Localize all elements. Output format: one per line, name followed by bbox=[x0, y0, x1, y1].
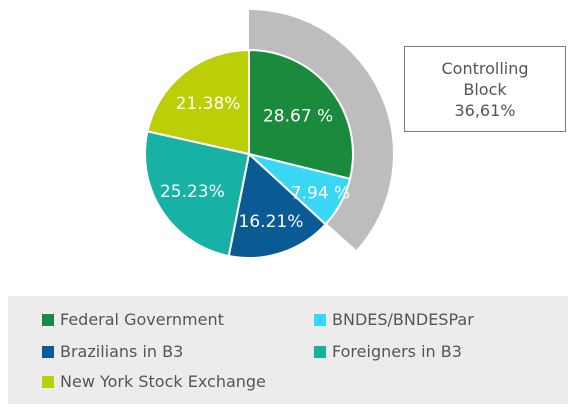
legend-swatch bbox=[42, 345, 54, 358]
slice-data-label: 21.38% bbox=[176, 94, 241, 114]
pie-slice-federal-government bbox=[248, 48, 354, 181]
legend-label: New York Stock Exchange bbox=[60, 372, 266, 391]
legend-label: Brazilians in B3 bbox=[60, 342, 184, 361]
legend-item-federal-government: Federal Government bbox=[42, 310, 224, 329]
pie-slice-foreigners-in-b3 bbox=[144, 130, 251, 258]
legend: Federal Government BNDES/BNDESPar Brazil… bbox=[8, 296, 568, 404]
controlling-block-callout: Controlling Block 36,61% bbox=[404, 46, 566, 132]
pie-slice-brazilians-in-b3 bbox=[227, 152, 328, 259]
legend-item-brazilians-b3: Brazilians in B3 bbox=[42, 342, 183, 361]
legend-swatch bbox=[42, 375, 54, 388]
callout-line-3: 36,61% bbox=[454, 100, 516, 120]
slice-data-label: 16.21% bbox=[239, 212, 304, 232]
legend-item-nyse: New York Stock Exchange bbox=[42, 372, 266, 391]
slice-data-label: 25.23% bbox=[160, 182, 225, 202]
legend-label: BNDES/BNDESPar bbox=[332, 310, 474, 329]
legend-label: Federal Government bbox=[60, 310, 224, 329]
callout-line-2: Block bbox=[463, 79, 507, 99]
legend-swatch bbox=[314, 345, 326, 358]
callout-line-1: Controlling bbox=[441, 58, 529, 78]
legend-swatch bbox=[42, 313, 54, 326]
legend-label: Foreigners in B3 bbox=[332, 342, 462, 361]
pie-chart: 28.67 % 7.94 % 16.21% 25.23% 21.38% bbox=[144, 10, 394, 259]
pie-slice-new-york-stock-exchange bbox=[146, 48, 250, 156]
legend-item-foreigners-b3: Foreigners in B3 bbox=[314, 342, 462, 361]
legend-item-bndes: BNDES/BNDESPar bbox=[314, 310, 474, 329]
controlling-block-arc bbox=[249, 10, 394, 250]
slice-data-label: 28.67 % bbox=[263, 106, 333, 126]
legend-swatch bbox=[314, 313, 326, 326]
slice-data-label: 7.94 % bbox=[291, 183, 350, 203]
